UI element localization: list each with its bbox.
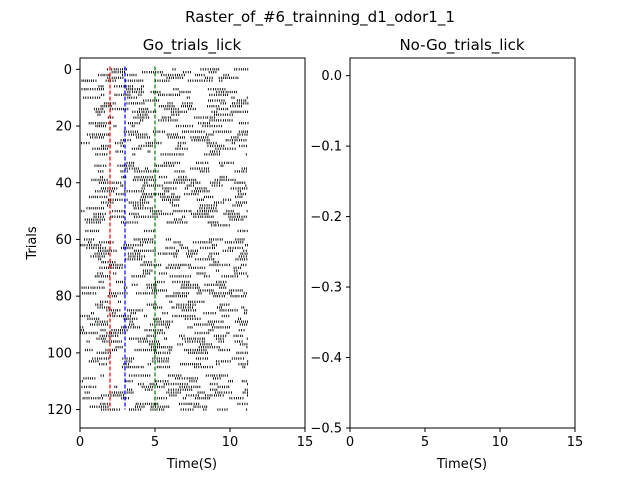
y-tick-label: 0 [64,63,72,78]
lick-raster [79,68,249,411]
go-y-ticks: 0 20 40 60 80 100 120 [47,63,80,418]
y-tick-label: 20 [55,120,72,135]
y-tick-label: −0.2 [310,210,342,225]
nogo-y-ticks: 0.0 −0.1 −0.2 −0.3 −0.4 −0.5 [310,69,350,437]
y-tick-label: −0.5 [310,422,342,437]
x-tick-label: 10 [222,435,239,450]
nogo-x-ticks: 0 5 10 15 [346,428,583,450]
x-tick-label: 0 [346,435,354,450]
y-tick-label: −0.3 [310,281,342,296]
nogo-plot-frame [349,57,576,429]
y-tick-label: −0.4 [310,351,342,366]
go-xlabel: Time(S) [166,457,217,472]
y-tick-label: 100 [47,346,72,361]
nogo-trials-panel: No-Go_trials_lick 0 5 10 15 0.0 −0.1 −0.2 −0.3… [310,36,583,472]
x-tick-label: 0 [76,435,84,450]
x-tick-label: 10 [492,435,509,450]
go-ylabel: Trials [25,226,40,261]
nogo-xlabel: Time(S) [436,457,487,472]
y-tick-label: 80 [55,290,72,305]
y-tick-label: 60 [55,233,72,248]
go-panel-title: Go_trials_lick [143,36,242,55]
y-tick-label: 0.0 [321,69,342,84]
y-tick-label: 40 [55,176,72,191]
nogo-panel-title: No-Go_trials_lick [399,36,524,55]
x-tick-label: 5 [421,435,429,450]
go-x-ticks: 0 5 10 15 [76,428,313,450]
y-tick-label: −0.1 [310,140,342,155]
y-tick-label: 120 [47,403,72,418]
event-lines [109,66,156,410]
x-tick-label: 5 [151,435,159,450]
x-tick-label: 15 [567,435,584,450]
x-tick-label: 15 [297,435,314,450]
go-plot-frame [79,57,306,429]
figure-title: Raster_of_#6_trainning_d1_odor1_1 [185,8,455,27]
go-trials-panel: Go_trials_lick 0 5 10 15 0 20 40 60 80 100 120 Ti… [25,36,313,472]
